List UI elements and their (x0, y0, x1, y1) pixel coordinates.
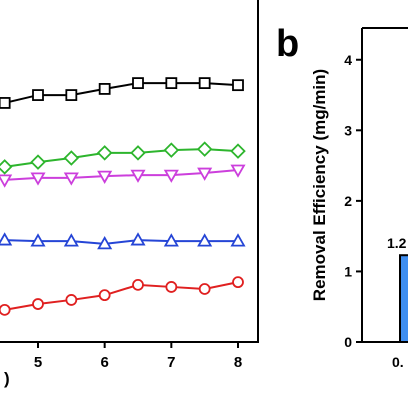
value-label: 1.2 (387, 235, 407, 251)
y-tick-label: 1 (344, 263, 352, 279)
x-axis-label: ) (4, 369, 10, 388)
marker (165, 77, 178, 90)
marker (0, 303, 11, 316)
marker (32, 298, 44, 310)
marker (98, 289, 111, 302)
marker (98, 83, 111, 95)
marker (165, 281, 178, 293)
y-axis-label: Removal Efficiency (mg/min) (310, 69, 329, 301)
marker (0, 174, 13, 188)
marker (0, 97, 11, 109)
marker (96, 145, 113, 161)
marker (63, 172, 79, 186)
y-tick-label: 3 (344, 122, 352, 138)
marker (32, 89, 44, 101)
marker (232, 79, 244, 92)
x-tick-label: 8 (234, 354, 242, 371)
marker (230, 143, 246, 159)
marker (65, 89, 78, 101)
marker (132, 278, 144, 291)
marker (232, 276, 244, 289)
marker (196, 141, 213, 157)
marker (63, 233, 79, 247)
marker (0, 159, 13, 175)
plot (0, 77, 246, 316)
marker (230, 164, 246, 178)
marker (97, 236, 113, 250)
series-line (4, 239, 238, 245)
marker (30, 233, 46, 247)
marker (163, 142, 180, 158)
marker (0, 232, 13, 246)
marker (198, 283, 211, 295)
marker (30, 154, 46, 170)
y-tick-label: 0 (344, 334, 352, 350)
marker (65, 294, 78, 306)
marker (197, 167, 213, 181)
x-tick-label: 0. (392, 354, 404, 370)
marker (63, 150, 80, 166)
marker (30, 172, 46, 186)
marker (130, 145, 146, 161)
marker (130, 232, 146, 246)
marker (197, 233, 213, 247)
x-tick-label: 6 (100, 354, 108, 371)
marker (130, 169, 146, 183)
marker (132, 77, 144, 90)
marker (198, 77, 211, 90)
y-tick-label: 4 (344, 52, 352, 68)
marker (230, 233, 246, 247)
x-tick-label: 5 (34, 354, 42, 371)
y-tick-label: 2 (344, 193, 352, 209)
marker (163, 169, 179, 183)
panel-label: b (276, 23, 299, 65)
marker (97, 170, 113, 184)
series-line (4, 168, 239, 181)
marker (163, 233, 179, 247)
bar (399, 254, 408, 343)
x-tick-label: 7 (167, 354, 175, 371)
